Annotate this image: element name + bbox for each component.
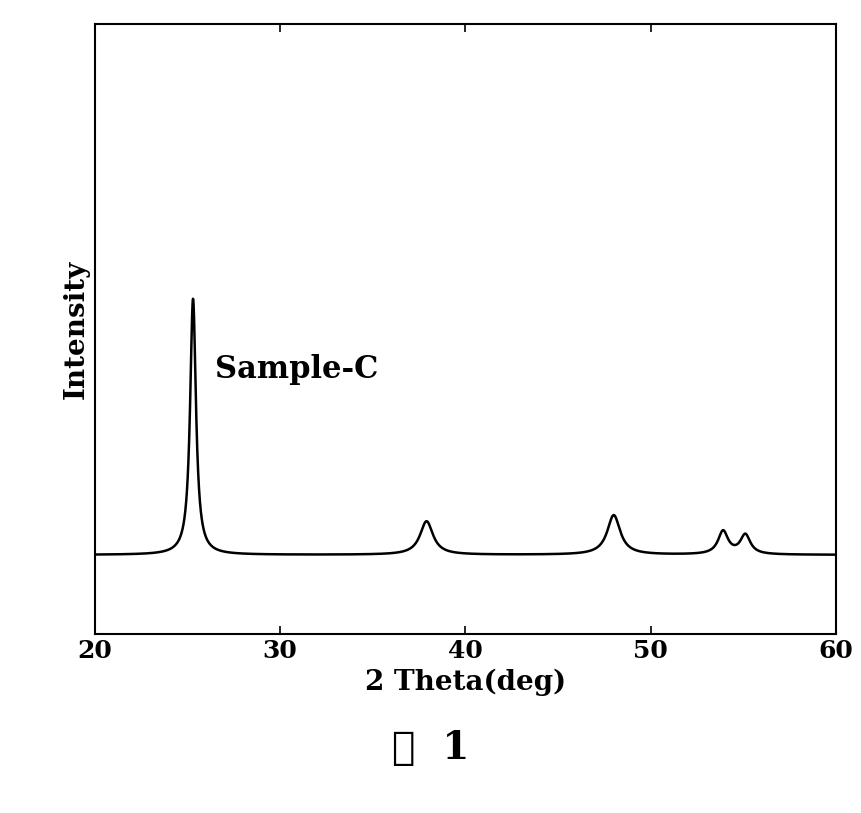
X-axis label: 2 Theta(deg): 2 Theta(deg): [364, 668, 566, 696]
Y-axis label: Intensity: Intensity: [62, 259, 90, 399]
Text: 图  1: 图 1: [392, 729, 469, 767]
Text: Sample-C: Sample-C: [215, 354, 378, 385]
